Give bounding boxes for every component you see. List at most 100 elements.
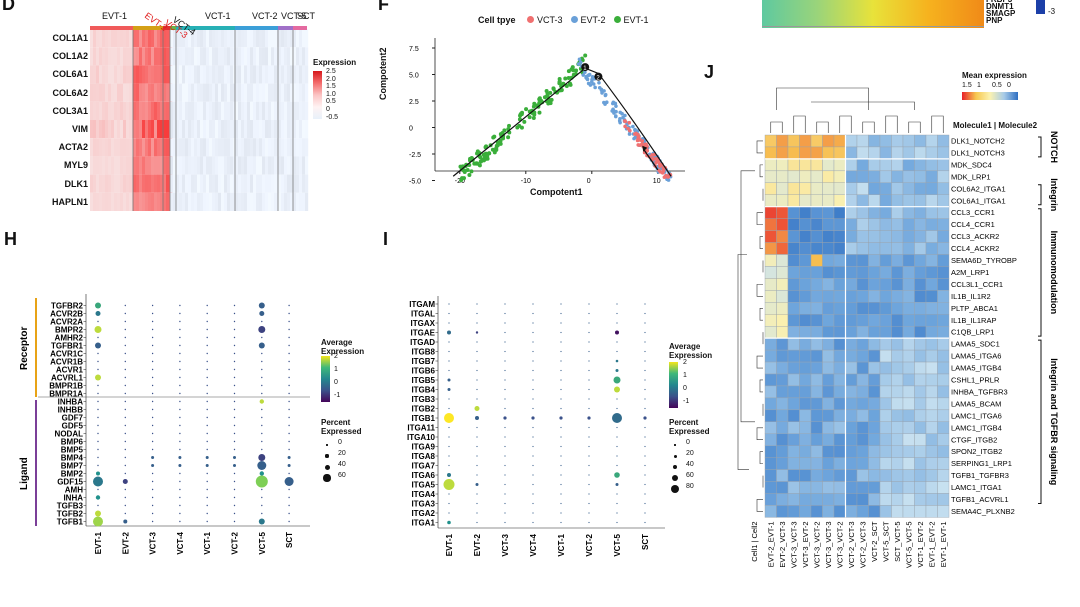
d-heat-cell (247, 138, 251, 157)
i-dot (476, 303, 478, 305)
j-heat-cell (902, 158, 915, 172)
h-dot (124, 424, 127, 427)
d-heat-cell (302, 47, 306, 66)
f-point-evt1 (527, 115, 532, 120)
d-heat-cell (290, 192, 294, 211)
d-heat-cell (185, 174, 189, 193)
j-dendro-branch (756, 140, 763, 154)
d-group-label: VCT-5 (281, 11, 307, 21)
j-row-label: SEMA4C_PLXNB2 (951, 507, 1015, 516)
d-heat-cell (224, 138, 228, 157)
f-point-evt2 (618, 116, 622, 121)
d-heat-cell (293, 83, 297, 102)
d-heat-cell (247, 101, 251, 120)
i-dot (532, 322, 534, 324)
j-row-label: SPON2_ITGB2 (951, 447, 1002, 456)
d-heat-cell (244, 138, 248, 157)
j-heat-cell (937, 457, 950, 470)
j-heat-cell (925, 385, 938, 399)
j-heat-cell (879, 409, 892, 423)
h-dot (95, 374, 101, 381)
d-heat-cell (215, 192, 219, 211)
i-dot (644, 379, 646, 381)
i-dot (560, 360, 562, 362)
i-dot (503, 416, 507, 420)
j-heat-cell (764, 481, 777, 494)
d-heat-cell (302, 83, 306, 102)
h-dot (151, 512, 154, 515)
j-heat-cell (776, 290, 789, 303)
j-heat-cell (879, 433, 892, 446)
i-pct-tick: 80 (686, 483, 694, 490)
d-heat-cell (253, 138, 257, 157)
d-heat-cell (206, 120, 210, 139)
i-avg-tick: 1 (683, 372, 687, 379)
h-dot (233, 496, 236, 499)
j-heat-cell (891, 421, 904, 434)
f-point-vct3 (626, 126, 630, 131)
h-gene-label: INHBB (58, 406, 84, 415)
d-heat-cell (148, 101, 152, 120)
j-heat-cell (937, 278, 950, 291)
h-gene-label: GDF15 (57, 478, 83, 487)
h-dot (151, 336, 154, 339)
j-heat-cell (937, 469, 950, 482)
d-heat-cell (247, 192, 251, 211)
d-heat-cell (299, 120, 303, 139)
i-dot (504, 303, 506, 305)
i-dot (616, 341, 618, 343)
d-heat-cell (299, 83, 303, 102)
d-heat-cell (123, 65, 127, 84)
f-point-vct3 (636, 134, 641, 139)
j-heat-cell (925, 266, 938, 279)
j-heat-cell (776, 242, 789, 255)
j-legend-tick: 0.5 (992, 82, 1002, 89)
j-row-label: C1QB_LRP1 (951, 328, 994, 337)
d-heat-cell (305, 29, 309, 48)
h-dot (261, 512, 263, 515)
d-heat-cell (145, 47, 149, 66)
i-dot (614, 472, 620, 478)
d-heat-cell (268, 101, 272, 120)
j-heat-cell (856, 158, 869, 172)
j-heat-cell (925, 170, 938, 183)
j-heat-cell (902, 302, 915, 315)
d-heat-cell (142, 120, 146, 139)
d-heat-cell (151, 65, 155, 84)
h-dot (97, 368, 99, 371)
d-heat-cell (287, 65, 291, 84)
j-heat-cell (891, 206, 904, 219)
d-heat-cell (265, 120, 269, 139)
j-dendro-branch (776, 87, 869, 110)
j-heat-cell (868, 242, 881, 255)
h-dot (206, 416, 208, 419)
i-dot (447, 473, 451, 477)
h-gene-label: NODAL (55, 430, 84, 439)
h-dot (97, 416, 99, 419)
j-heat-cell (879, 146, 892, 160)
i-dot (504, 341, 506, 343)
j-heat-cell (925, 134, 938, 148)
i-dot (588, 360, 590, 362)
j-heat-cell (868, 349, 881, 363)
d-heat-cell (191, 138, 195, 157)
d-heat-cell (218, 156, 222, 175)
d-heat-cell (274, 83, 278, 102)
h-gene-label: BMP7 (61, 462, 84, 471)
i-dot (532, 445, 534, 448)
i-dot (644, 512, 646, 514)
d-heat-cell (293, 192, 297, 211)
j-heat-cell (937, 337, 950, 351)
d-heat-cell (244, 29, 248, 48)
d-heat-cell (191, 101, 195, 120)
f-legend-dot (570, 16, 578, 23)
d-heat-cell (238, 120, 242, 139)
h-dot (206, 328, 208, 331)
d-heat-cell (191, 156, 195, 175)
d-heat-cell (179, 29, 183, 48)
d-heat-cell (278, 174, 282, 193)
d-gene-label: DLK1 (64, 178, 88, 189)
d-heat-cell (296, 83, 300, 102)
i-dot (476, 502, 478, 505)
d-heat-cell (278, 65, 282, 84)
